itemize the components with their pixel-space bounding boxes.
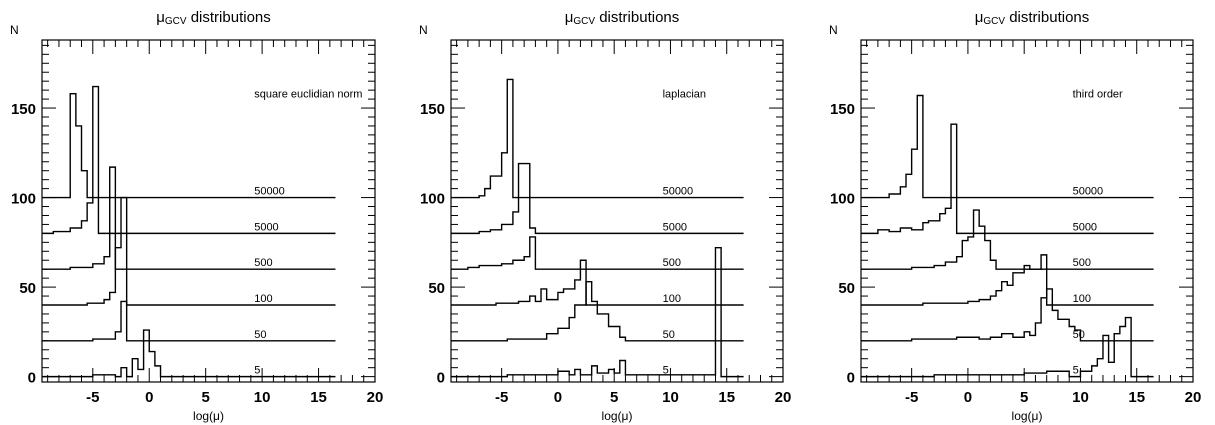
series-label-50: 50: [254, 329, 266, 341]
y-tick-label: 150: [11, 101, 36, 118]
title-subscript: GCV: [983, 16, 1005, 27]
series-label-5000: 5000: [1073, 221, 1097, 233]
series-line-50000: [861, 94, 1154, 199]
x-tick-label: 5: [202, 389, 210, 406]
plot-frame: [41, 39, 376, 383]
series-label-100: 100: [663, 293, 681, 305]
title-subscript: GCV: [573, 16, 595, 27]
y-tick-label: 50: [19, 280, 36, 297]
chart-title: μGCV distributions: [565, 9, 680, 27]
series-label-100: 100: [254, 293, 272, 305]
series-label-5000: 5000: [254, 221, 278, 233]
x-tick-label: -5: [86, 389, 99, 406]
chart-title: μGCV distributions: [156, 9, 271, 27]
title-mu: μ: [565, 9, 574, 26]
x-tick-label: 0: [145, 389, 153, 406]
series-line-50: [861, 288, 1154, 342]
title-rest: distributions: [187, 9, 271, 26]
x-tick-label: 15: [718, 389, 735, 406]
chart-annotation: third order: [1073, 89, 1123, 101]
y-tick-label: 0: [847, 370, 855, 387]
x-tick-label: 5: [1020, 389, 1028, 406]
series-line-500: [861, 209, 1154, 270]
y-tick-label: 50: [838, 280, 855, 297]
plot-frame: [450, 39, 784, 383]
series-line-100: [42, 196, 336, 306]
y-axis-label: N: [419, 23, 428, 37]
series-line-50: [42, 300, 336, 342]
series-line-500: [42, 166, 336, 270]
series-line-5: [42, 329, 336, 378]
x-tick-label: 5: [610, 389, 618, 406]
series-line-5: [451, 247, 744, 378]
series-line-50000: [451, 78, 744, 199]
y-axis-label: N: [10, 23, 19, 37]
x-tick-label: 20: [775, 389, 792, 406]
title-mu: μ: [156, 9, 165, 26]
x-tick-label: -5: [495, 389, 508, 406]
x-axis-label: log(μ): [193, 409, 224, 423]
y-tick-label: 150: [420, 101, 445, 118]
y-tick-label: 0: [28, 370, 36, 387]
chart-title: μGCV distributions: [975, 9, 1090, 27]
series-label-50000: 50000: [254, 186, 285, 198]
series-label-50: 50: [1073, 329, 1085, 341]
x-axis-label: log(μ): [602, 409, 633, 423]
series-label-500: 500: [1073, 257, 1091, 269]
series-line-5: [861, 316, 1154, 378]
series-line-5000: [451, 162, 744, 235]
series-label-5: 5: [254, 365, 260, 377]
x-tick-label: -5: [905, 389, 918, 406]
series-line-50: [451, 281, 744, 342]
x-tick-label: 10: [1072, 389, 1089, 406]
series-line-500: [451, 236, 744, 270]
x-tick-label: 15: [1128, 389, 1145, 406]
series-line-50000: [42, 93, 336, 199]
title-rest: distributions: [595, 9, 679, 26]
y-tick-label: 0: [437, 370, 445, 387]
y-tick-label: 100: [830, 191, 855, 208]
x-tick-label: 10: [254, 389, 271, 406]
title-mu: μ: [975, 9, 984, 26]
series-line-5000: [861, 123, 1154, 235]
y-axis-label: N: [829, 23, 838, 37]
x-tick-label: 0: [554, 389, 562, 406]
chart-annotation: laplacian: [663, 89, 706, 101]
series-line-100: [861, 254, 1154, 306]
x-tick-label: 20: [367, 389, 384, 406]
series-label-5: 5: [663, 365, 669, 377]
x-axis-label: log(μ): [1012, 409, 1043, 423]
series-label-50000: 50000: [1073, 186, 1104, 198]
y-tick-label: 100: [420, 191, 445, 208]
title-rest: distributions: [1005, 9, 1089, 26]
series-label-50: 50: [663, 329, 675, 341]
y-tick-label: 50: [428, 280, 445, 297]
series-line-100: [451, 259, 744, 306]
y-tick-label: 100: [11, 191, 36, 208]
series-label-100: 100: [1073, 293, 1091, 305]
x-tick-label: 20: [1185, 389, 1202, 406]
x-tick-label: 15: [310, 389, 327, 406]
title-subscript: GCV: [165, 16, 187, 27]
series-label-5: 5: [1073, 365, 1079, 377]
plot-frame: [860, 39, 1194, 383]
series-label-5000: 5000: [663, 221, 687, 233]
x-tick-label: 10: [662, 389, 679, 406]
x-tick-label: 0: [964, 389, 972, 406]
series-label-50000: 50000: [663, 186, 694, 198]
series-label-500: 500: [254, 257, 272, 269]
series-line-5000: [42, 85, 336, 235]
series-label-500: 500: [663, 257, 681, 269]
chart-annotation: square euclidian norm: [254, 89, 362, 101]
y-tick-label: 150: [830, 101, 855, 118]
